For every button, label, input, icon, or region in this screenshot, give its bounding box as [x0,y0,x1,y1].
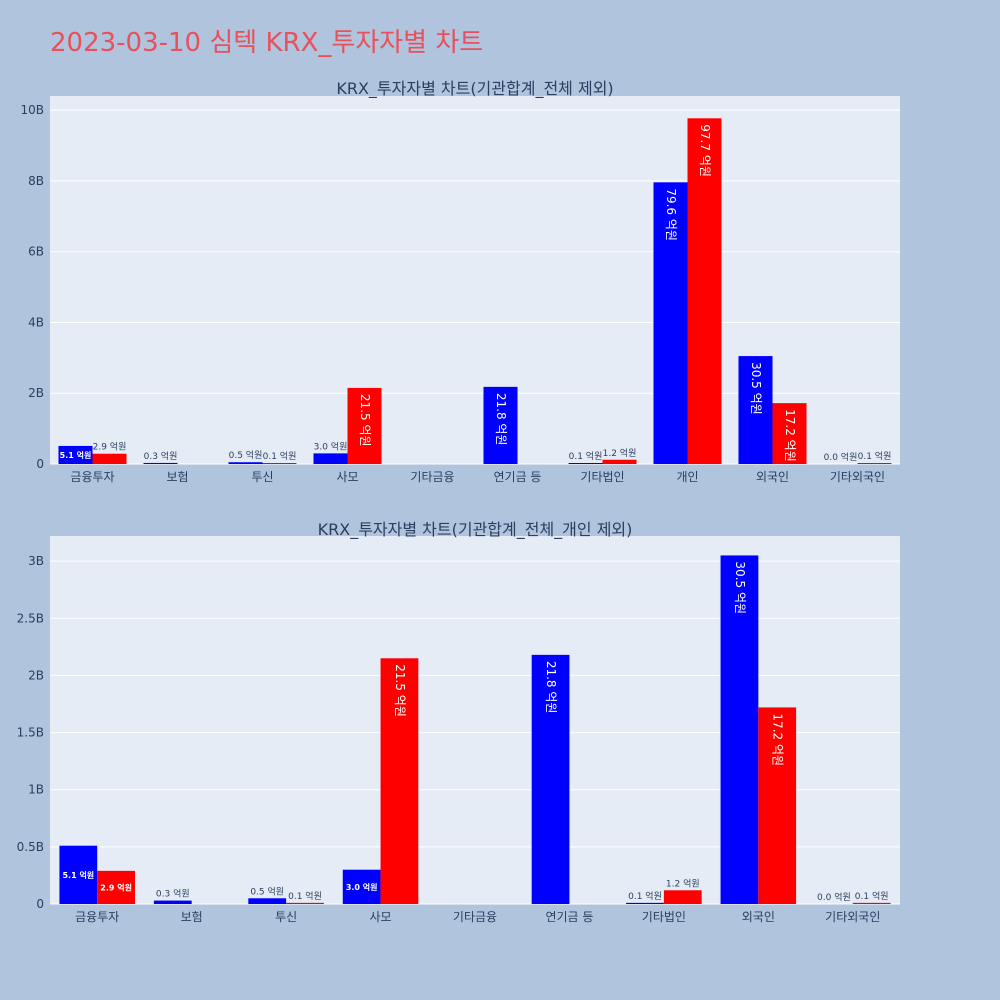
data-label: 17.2 억원 [771,713,785,766]
buy-bar [738,356,773,464]
y-tick-label: 6B [28,245,44,259]
data-label: 97.7 억원 [698,124,712,177]
sell-bar [687,118,722,465]
data-label: 3.0 억원 [314,440,348,452]
x-tick-label: 금융투자 [75,910,119,924]
x-tick-label: 투신 [251,470,273,484]
buy-bar [248,898,287,904]
data-label: 0.1 억원 [263,450,297,462]
y-tick-label: 0 [36,457,44,471]
y-tick-label: 8B [28,174,44,188]
sell-bar [380,658,419,904]
buy-bar [342,869,381,904]
sell-bar [758,707,797,904]
sell-bar [857,463,892,464]
buy-bar [483,386,518,464]
data-label: 30.5 억원 [749,362,763,415]
sell-bar [286,902,324,904]
x-tick-label: 투신 [275,910,297,924]
sell-bar [262,463,297,464]
data-label: 0.5 억원 [229,449,263,461]
x-tick-label: 연기금 등 [545,910,593,924]
data-label: 0.1 억원 [858,450,892,462]
data-label: 0.1 억원 [569,450,603,462]
data-label: 0.1 억원 [288,890,322,902]
chart-title: KRX_투자자별 차트(기관합계_전체 제외) [336,79,613,99]
x-tick-label: 연기금 등 [494,470,542,484]
x-tick-label: 외국인 [756,470,789,484]
data-label: 17.2 억원 [783,409,797,462]
x-tick-label: 기타외국인 [825,910,880,924]
chart-title: KRX_투자자별 차트(기관합계_전체_개인 제외) [318,520,633,540]
data-label: 21.5 억원 [393,664,407,717]
data-label: 21.5 억원 [358,394,372,447]
y-tick-label: 2.5B [17,611,44,625]
page-title: 2023-03-10 심텍 KRX_투자자별 차트 [50,28,484,58]
buy-bar [720,555,759,904]
x-tick-label: 보험 [181,910,203,924]
data-label: 21.8 억원 [494,393,508,446]
buy-bar [153,900,192,904]
chart-top: 0 2B 4B 6B 8B 10B KRX_투자자별 차트(기관합계_전체 제외) 금융투자 5… [20,79,900,484]
x-tick-label: 기타외국인 [830,470,885,484]
buy-bar [568,463,603,464]
sell-bar [92,453,127,464]
sell-bar [347,387,382,464]
sell-bar [663,890,702,904]
y-tick-label: 3B [28,554,44,568]
y-tick-label: 4B [28,315,44,329]
buy-bar [531,654,570,904]
x-tick-label: 사모 [336,470,358,484]
data-label: 0.3 억원 [144,450,178,462]
buy-bar [228,462,263,464]
x-tick-label: 기타금융 [410,470,454,484]
data-label: 0.0 억원 [817,891,851,903]
sell-bar [852,902,891,904]
x-tick-label: 기타법인 [642,910,686,924]
data-label: 0.5 억원 [250,885,284,897]
buy-bar [58,445,93,464]
y-tick-label: 10B [20,103,44,117]
y-tick-label: 2B [28,668,44,682]
data-label: 0.1 억원 [855,890,889,902]
data-label: 0.3 억원 [156,888,190,900]
y-tick-label: 2B [28,386,44,400]
x-tick-label: 외국인 [742,910,775,924]
data-label: 21.8 억원 [544,661,558,714]
data-label: 30.5 억원 [733,561,747,614]
x-tick-label: 개인 [676,470,698,484]
x-tick-label: 보험 [166,470,188,484]
buy-bar [143,462,178,464]
x-tick-label: 금융투자 [70,470,114,484]
data-label: 1.2 억원 [603,447,637,459]
y-tick-label: 0.5B [17,840,44,854]
x-tick-label: 기타금융 [453,910,497,924]
buy-bar [653,182,688,465]
y-tick-label: 0 [36,897,44,911]
sell-bar [97,870,135,904]
data-label: 79.6 억원 [664,188,678,241]
buy-bar [313,453,348,464]
data-label: 3.0 억원 [346,882,378,892]
data-label: 5.1 억원 [62,870,94,880]
data-label: 5.1 억원 [60,450,92,460]
y-tick-label: 1B [28,783,44,797]
data-label: 1.2 억원 [666,877,700,889]
data-label: 0.1 억원 [628,890,662,902]
buy-bar [626,902,664,904]
buy-bar [59,845,98,904]
sell-bar [772,403,807,464]
data-label: 0.0 억원 [824,451,858,463]
sell-bar [602,459,637,464]
x-tick-label: 기타법인 [580,470,624,484]
x-tick-label: 사모 [370,910,392,924]
y-tick-label: 1.5B [17,726,44,740]
data-label: 2.9 억원 [93,441,127,453]
data-label: 2.9 억원 [100,882,132,892]
